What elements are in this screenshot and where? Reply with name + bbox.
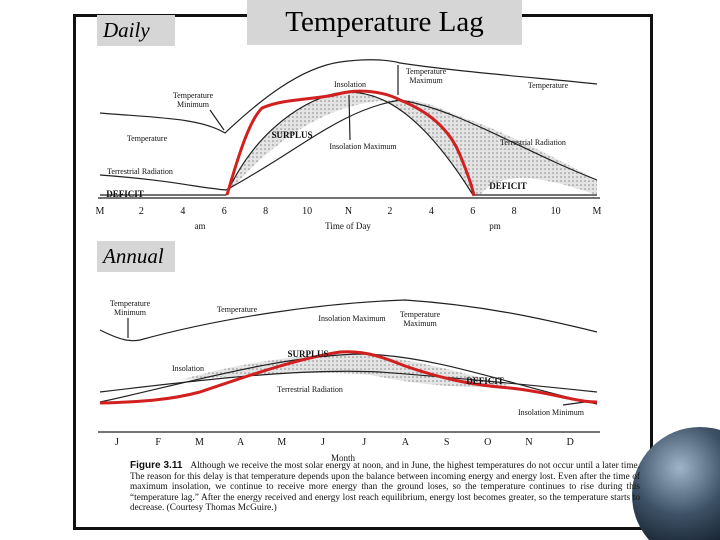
temperature-curve — [99, 59, 598, 134]
x-tick-label: N — [344, 206, 353, 217]
annotation: DEFICIT — [106, 189, 144, 199]
arrow — [209, 109, 225, 131]
arrow — [562, 401, 586, 406]
annotation: Temperature Maximum — [399, 310, 441, 328]
x-tick-label: M — [592, 206, 602, 217]
x-tick-label: 8 — [263, 206, 269, 217]
x-tick-label: 10 — [550, 206, 561, 217]
annotation: Temperature Minimum — [109, 299, 151, 317]
annotation: Temperature — [126, 134, 168, 143]
annotation: Temperature Maximum — [405, 67, 447, 85]
x-tick-label: 4 — [180, 206, 186, 217]
figure-number: Figure 3.11 — [130, 460, 183, 471]
annotation: Temperature — [527, 81, 569, 90]
x-tick-label: 6 — [221, 206, 227, 217]
x-tick-label: J — [362, 437, 367, 448]
arrow — [348, 94, 351, 141]
temperature-curve — [99, 299, 598, 342]
axis-note: am — [194, 221, 206, 231]
annotation: Terrestrial Radiation — [107, 167, 173, 176]
x-tick-label: M — [277, 437, 287, 448]
x-tick-label: 2 — [138, 206, 144, 217]
axis-title: Time of Day — [325, 221, 371, 231]
x-tick-label: 4 — [428, 206, 434, 217]
x-tick-label: M — [194, 437, 204, 448]
x-tick-label: 2 — [387, 206, 393, 217]
annotation: Temperature Minimum — [172, 91, 214, 109]
axis-title: Month — [330, 453, 356, 463]
x-tick-label: D — [566, 437, 574, 448]
caption-text: Although we receive the most solar energ… — [130, 461, 641, 514]
daily-diagram — [98, 59, 600, 199]
annotation: Insolation Minimum — [518, 408, 584, 417]
annotation: DEFICIT — [489, 181, 527, 191]
x-tick-label: J — [115, 437, 119, 448]
x-tick-label: 8 — [511, 206, 517, 217]
shade — [180, 353, 510, 387]
slide-title: Temperature Lag — [247, 0, 522, 45]
annotation: SURPLUS — [271, 130, 313, 140]
annotation: Insolation Maximum — [318, 314, 386, 323]
radiation-curve — [99, 370, 598, 393]
annotation: Temperature — [216, 305, 258, 314]
shade — [226, 92, 597, 195]
annual-diagram — [98, 299, 600, 433]
section-label: Daily — [97, 15, 175, 46]
temperature-lag-curve — [99, 350, 598, 405]
annotation: DEFICIT — [466, 376, 504, 386]
x-tick-label: S — [443, 437, 450, 448]
x-tick-label: 10 — [302, 206, 313, 217]
x-tick-label: F — [155, 437, 161, 448]
radiation-curve — [99, 99, 598, 191]
annotation: Terrestrial Radiation — [277, 385, 343, 394]
caption: Figure 3.11 Although we receive the most … — [130, 460, 641, 514]
x-tick-label: O — [484, 437, 492, 448]
x-tick-label: N — [525, 437, 533, 448]
annotation: Insolation — [172, 364, 204, 373]
annotation: Insolation Maximum — [329, 142, 397, 151]
x-tick-label: M — [95, 206, 105, 217]
globe — [632, 427, 720, 540]
section-label: Annual — [97, 241, 175, 272]
annotation: Insolation — [334, 80, 366, 89]
x-tick-label: A — [401, 437, 410, 448]
annotation: Terrestrial Radiation — [500, 138, 566, 147]
x-tick-label: J — [321, 437, 325, 448]
annotation: SURPLUS — [287, 349, 329, 359]
x-tick-label: A — [236, 437, 245, 448]
axis-note: pm — [489, 221, 501, 231]
x-tick-label: 6 — [470, 206, 476, 217]
temperature-lag-curve — [225, 89, 476, 197]
